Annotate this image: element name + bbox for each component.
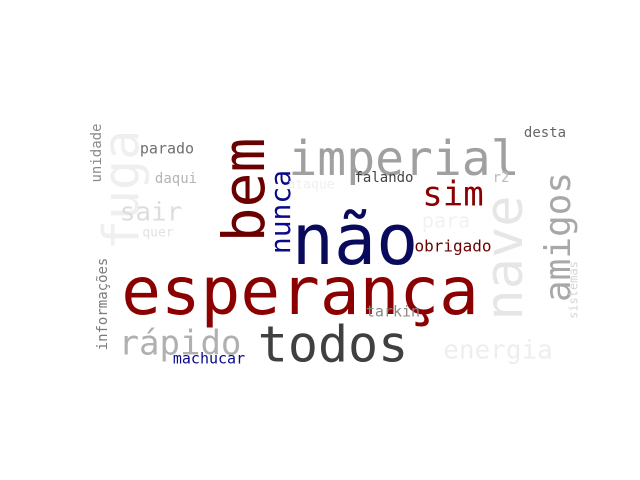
word-18: tarkin bbox=[366, 303, 420, 321]
word-6: fuga bbox=[93, 130, 151, 250]
word-14: desta bbox=[524, 125, 566, 141]
word-9: energia bbox=[443, 336, 553, 366]
word-22: sistemas bbox=[567, 261, 581, 319]
word-13: obrigado bbox=[414, 237, 491, 256]
word-2: todos bbox=[258, 316, 409, 374]
word-24: quer bbox=[142, 226, 173, 241]
word-17: falando bbox=[354, 170, 413, 186]
word-12: sair bbox=[120, 198, 183, 228]
word-20: unidade bbox=[89, 123, 105, 182]
word-10: sim bbox=[422, 175, 483, 215]
word-11: nunca bbox=[264, 170, 297, 254]
word-19: machucar bbox=[173, 350, 245, 368]
word-15: parado bbox=[140, 140, 194, 158]
word-25: r2 bbox=[493, 170, 510, 186]
word-23: ataque bbox=[288, 178, 335, 193]
word-8: rápido bbox=[119, 324, 242, 364]
word-5: nave bbox=[475, 195, 535, 320]
word-16: daqui bbox=[155, 171, 197, 187]
word-0: esperança bbox=[121, 253, 479, 330]
word-1: não bbox=[292, 199, 418, 281]
word-3: imperial bbox=[288, 131, 519, 187]
word-26: para bbox=[422, 209, 470, 233]
word-21: informações bbox=[95, 258, 111, 351]
word-7: amigos bbox=[538, 172, 579, 302]
word-4: bem bbox=[210, 138, 278, 243]
